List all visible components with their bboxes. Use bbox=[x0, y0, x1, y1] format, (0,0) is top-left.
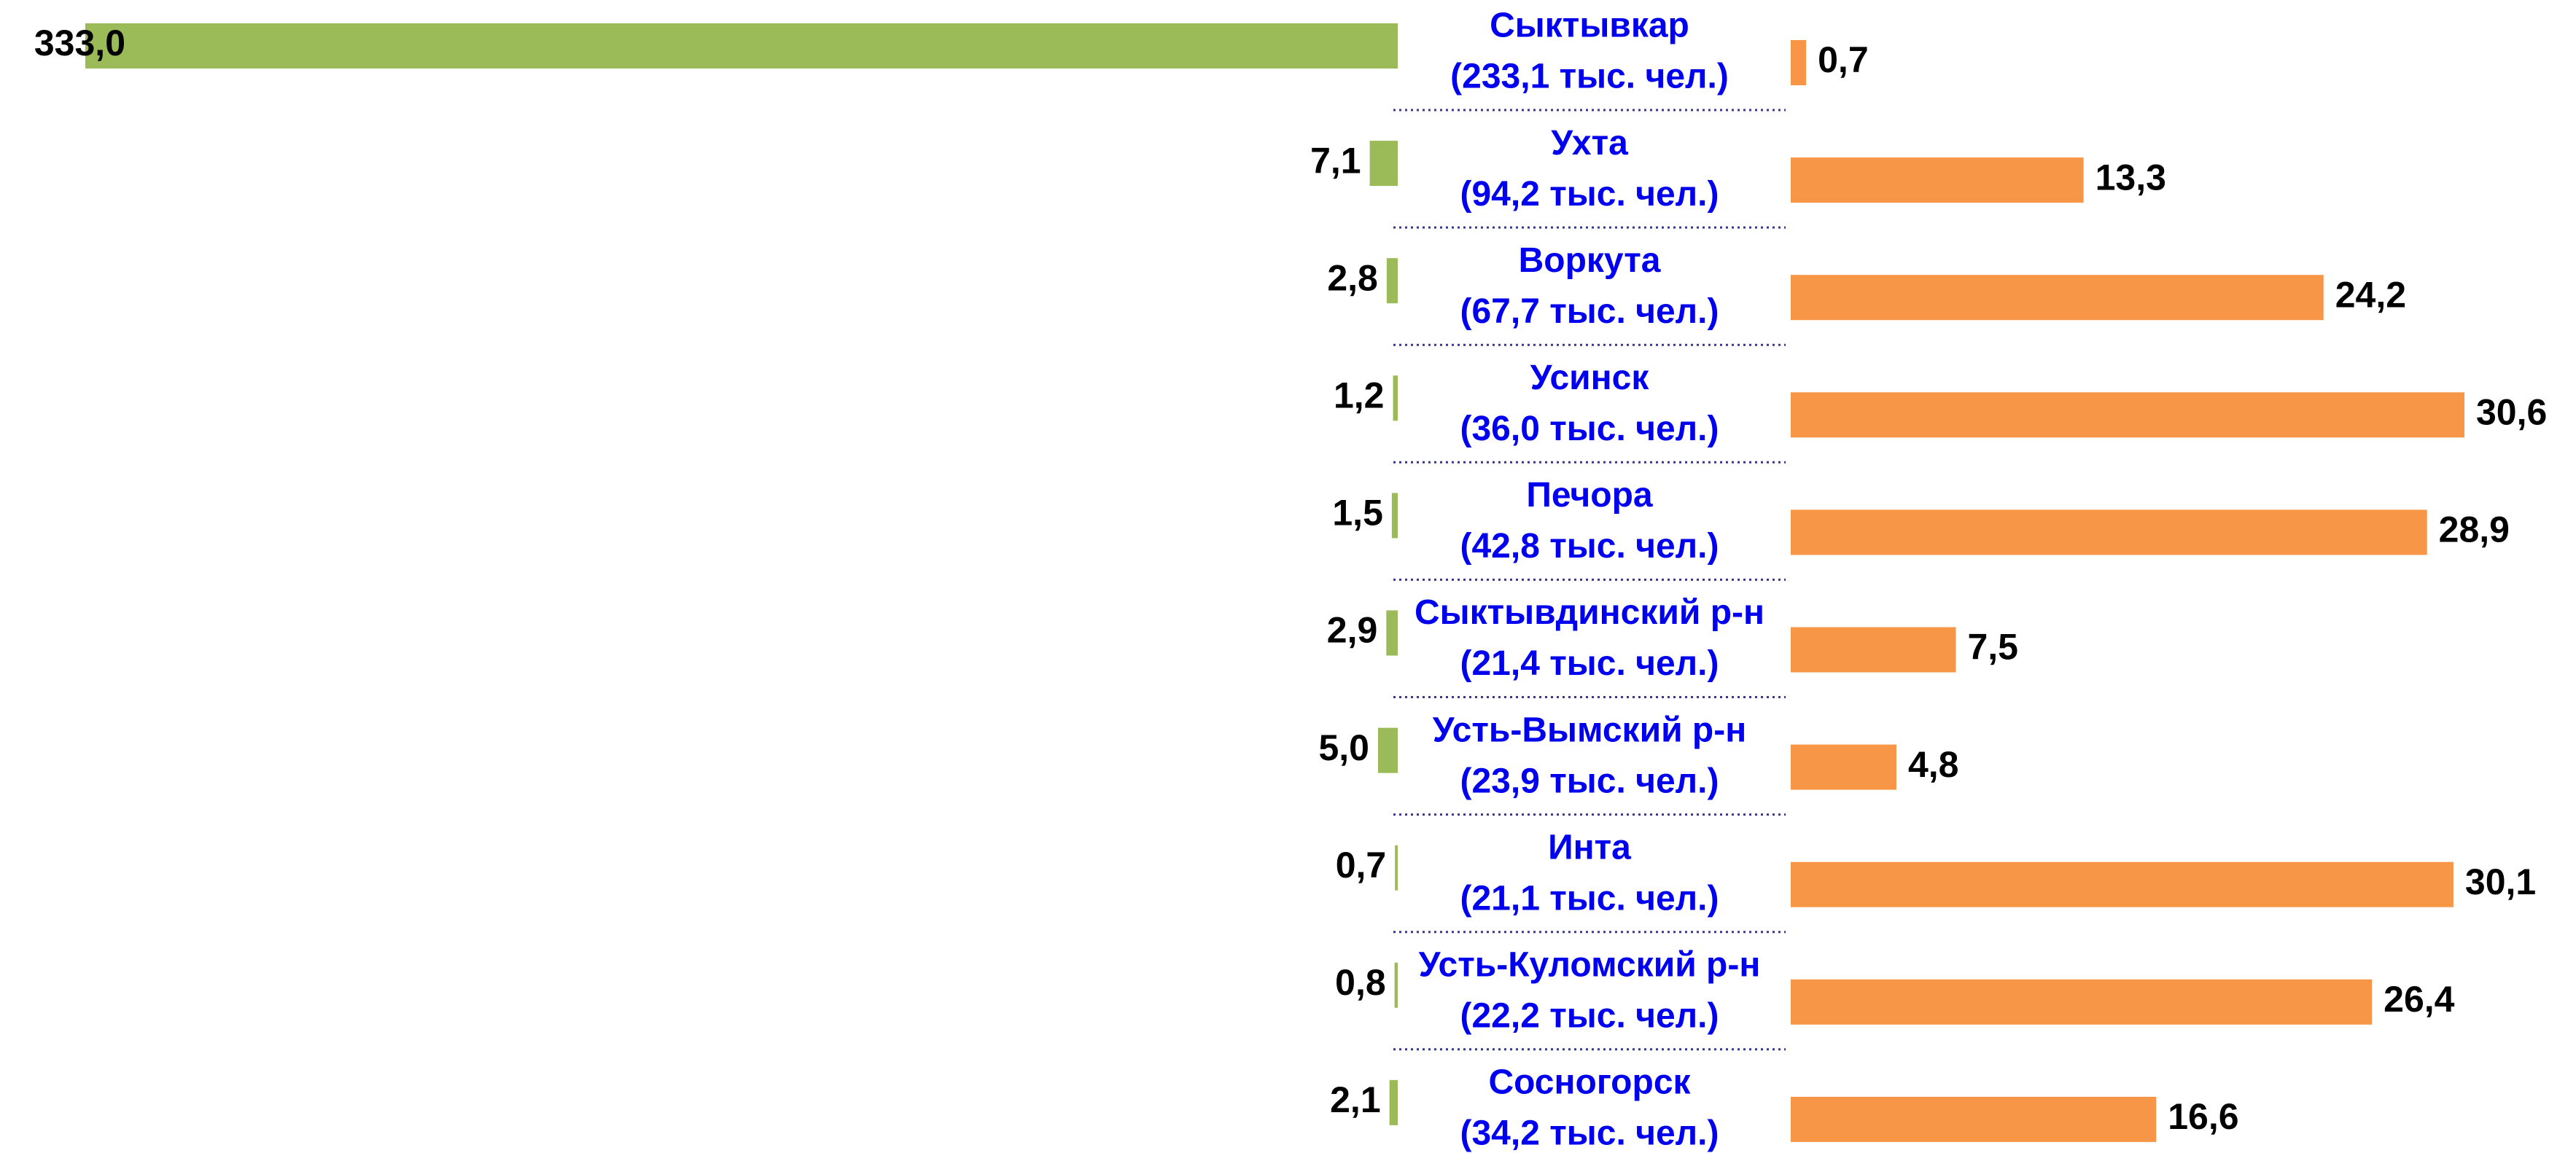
data-label: 2,9 bbox=[1327, 610, 1378, 651]
data-label: 2,1 bbox=[1330, 1079, 1381, 1120]
category-sublabel: (21,1 тыс. чел.) bbox=[1460, 879, 1719, 918]
data-label: 7,1 bbox=[1310, 140, 1361, 181]
category-sublabel: (42,8 тыс. чел.) bbox=[1460, 527, 1719, 566]
data-label: 0,7 bbox=[1818, 39, 1869, 80]
data-label: 30,1 bbox=[2465, 861, 2536, 902]
category-label: Сыктывкар bbox=[1490, 7, 1689, 45]
bar bbox=[1791, 275, 2324, 321]
bar bbox=[1386, 258, 1398, 304]
data-label: 4,8 bbox=[1908, 744, 1959, 785]
data-label: 30,6 bbox=[2476, 392, 2547, 433]
category-label: Сыктывдинский р-н bbox=[1415, 593, 1764, 632]
bar bbox=[1393, 375, 1398, 421]
bar bbox=[1389, 1079, 1398, 1125]
category-label: Усть-Куломский р-н bbox=[1419, 945, 1761, 984]
category-sublabel: (23,9 тыс. чел.) bbox=[1460, 762, 1719, 800]
data-label: 0,8 bbox=[1335, 962, 1386, 1003]
category-label: Инта bbox=[1548, 828, 1631, 867]
data-label: 1,5 bbox=[1332, 493, 1383, 533]
bar bbox=[1386, 610, 1398, 656]
data-label: 26,4 bbox=[2384, 979, 2455, 1020]
bar bbox=[1791, 627, 1956, 673]
bar bbox=[1791, 861, 2454, 907]
bar bbox=[1791, 1096, 2157, 1142]
category-sublabel: (36,0 тыс. чел.) bbox=[1460, 410, 1719, 448]
category-label: Сосногорск bbox=[1488, 1063, 1691, 1102]
category-label: Ухта bbox=[1551, 124, 1628, 163]
category-label: Усть-Вымский р-н bbox=[1433, 711, 1746, 749]
bar bbox=[1391, 493, 1398, 539]
bar bbox=[1377, 727, 1398, 773]
bar bbox=[1791, 509, 2427, 555]
data-label: 7,5 bbox=[1967, 627, 2018, 668]
bar bbox=[1791, 979, 2373, 1025]
category-sublabel: (233,1 тыс. чел.) bbox=[1450, 58, 1729, 96]
bar bbox=[85, 23, 1398, 69]
data-label: 16,6 bbox=[2168, 1096, 2238, 1137]
data-label: 333,0 bbox=[34, 23, 125, 63]
data-label: 28,9 bbox=[2439, 509, 2510, 550]
category-label: Печора bbox=[1526, 476, 1653, 515]
bar bbox=[1395, 845, 1398, 891]
category-label: Усинск bbox=[1530, 359, 1650, 397]
category-sublabel: (22,2 тыс. чел.) bbox=[1460, 996, 1719, 1035]
category-sublabel: (21,4 тыс. чел.) bbox=[1460, 644, 1719, 683]
data-label: 0,7 bbox=[1336, 845, 1387, 886]
data-label: 2,8 bbox=[1327, 257, 1378, 298]
bar bbox=[1791, 392, 2464, 438]
category-sublabel: (94,2 тыс. чел.) bbox=[1460, 175, 1719, 214]
data-label: 24,2 bbox=[2335, 274, 2406, 315]
category-sublabel: (34,2 тыс. чел.) bbox=[1460, 1114, 1719, 1153]
category-label: Воркута bbox=[1519, 241, 1661, 280]
bar bbox=[1791, 744, 1896, 790]
data-label: 1,2 bbox=[1334, 375, 1385, 416]
bar bbox=[1394, 962, 1398, 1008]
bar bbox=[1369, 141, 1398, 187]
category-sublabel: (67,7 тыс. чел.) bbox=[1460, 292, 1719, 331]
bar bbox=[1791, 157, 2084, 203]
data-label: 13,3 bbox=[2096, 157, 2166, 198]
data-label: 5,0 bbox=[1318, 727, 1369, 768]
bar bbox=[1791, 40, 1807, 85]
